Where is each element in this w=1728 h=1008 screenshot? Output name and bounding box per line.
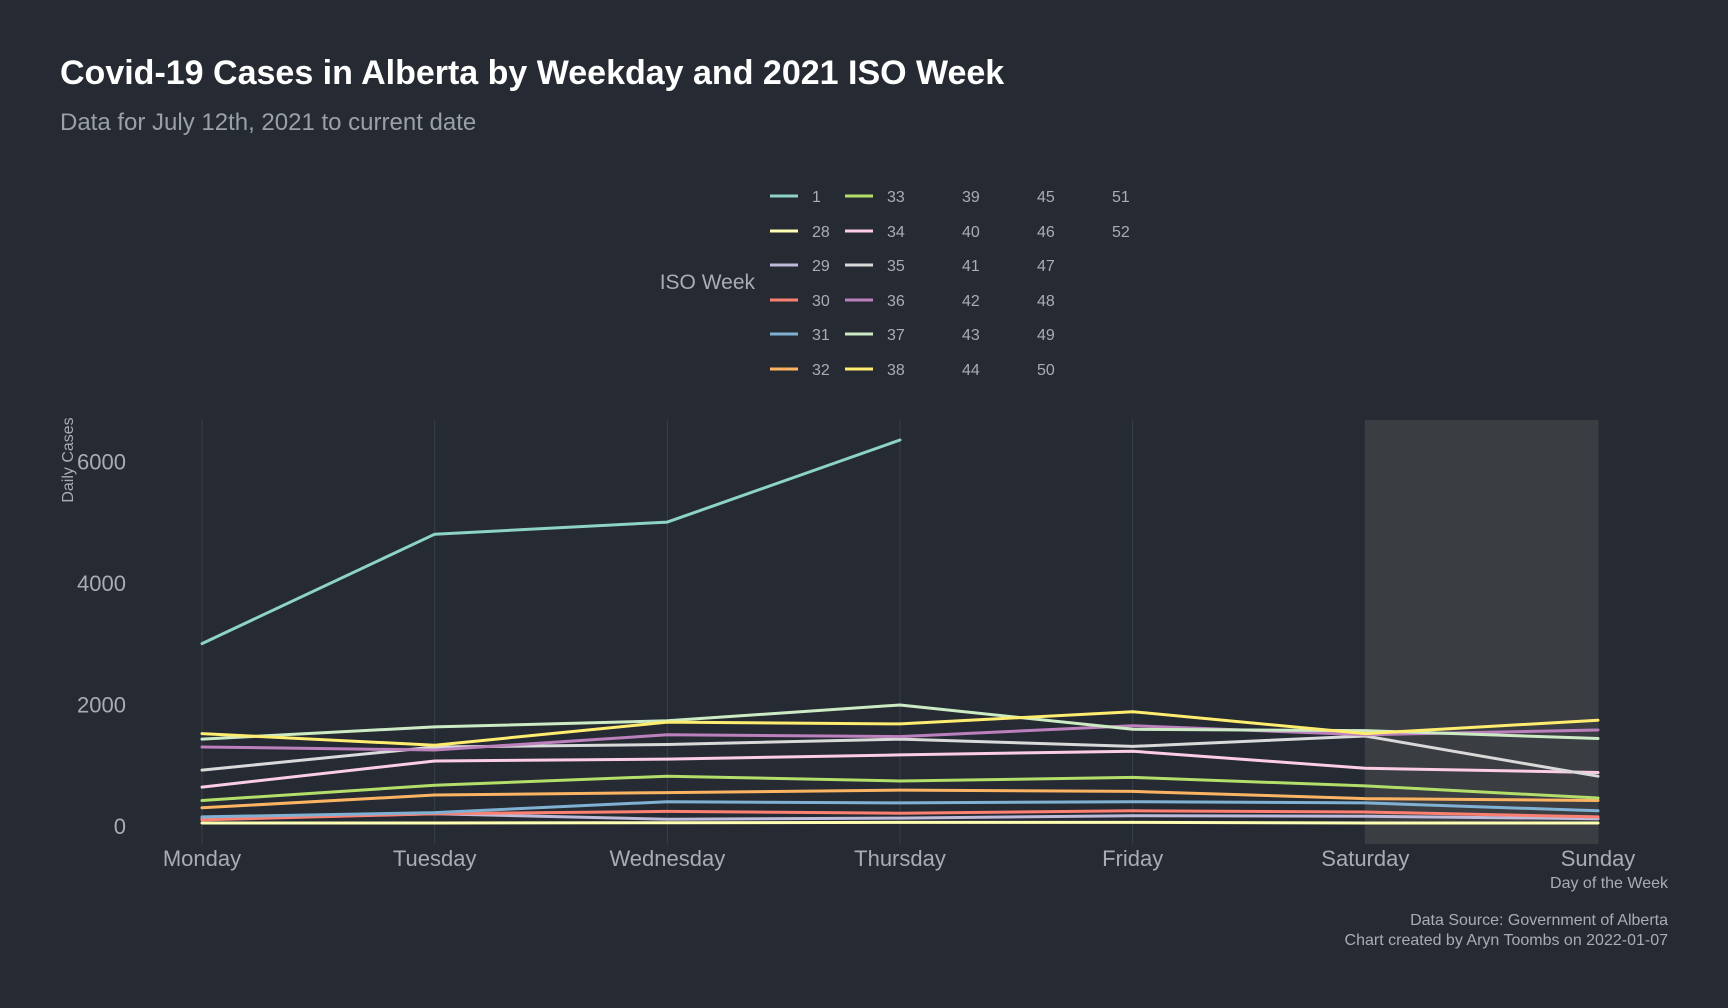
plot-area: 0 2000 4000 6000 Monday Tuesday Wednesday Thurs… bbox=[77, 420, 1635, 871]
series-line-week-33 bbox=[200, 774, 1600, 802]
x-tick-label-sunday: Sunday bbox=[1561, 846, 1636, 871]
series-line-week-1 bbox=[200, 438, 902, 646]
x-tick-label-friday: Friday bbox=[1102, 846, 1163, 871]
x-tick-label-thursday: Thursday bbox=[854, 846, 946, 871]
chart-subtitle: Data for July 12th, 2021 to current date bbox=[60, 109, 476, 136]
x-axis-title: Day of the Week bbox=[1550, 875, 1669, 892]
caption-credit: Chart created by Aryn Toombs on 2022-01-… bbox=[1345, 932, 1669, 949]
legend-label-week-31: 31 bbox=[812, 327, 830, 344]
y-axis-title: Daily Cases bbox=[60, 417, 77, 502]
legend-label-week-52: 52 bbox=[1112, 224, 1130, 241]
legend-label-week-47: 47 bbox=[1037, 258, 1055, 275]
legend-label-week-51: 51 bbox=[1112, 189, 1130, 206]
legend-label-week-40: 40 bbox=[962, 224, 980, 241]
legend-label-week-38: 38 bbox=[887, 362, 905, 379]
series-line-week-37 bbox=[200, 703, 1600, 741]
legend-label-week-35: 35 bbox=[887, 258, 905, 275]
legend-label-week-29: 29 bbox=[812, 258, 830, 275]
weekend-highlight bbox=[1365, 420, 1598, 844]
legend-label-week-48: 48 bbox=[1037, 293, 1055, 310]
legend-label-week-30: 30 bbox=[812, 293, 830, 310]
caption-source: Data Source: Government of Alberta bbox=[1410, 912, 1668, 929]
y-tick-label: 4000 bbox=[77, 571, 126, 596]
legend-label-week-1: 1 bbox=[812, 189, 821, 206]
y-tick-label: 0 bbox=[114, 814, 126, 839]
x-tick-label-monday: Monday bbox=[163, 846, 241, 871]
legend-label-week-49: 49 bbox=[1037, 327, 1055, 344]
legend-label-week-44: 44 bbox=[962, 362, 980, 379]
legend-label-week-32: 32 bbox=[812, 362, 830, 379]
legend-label-week-33: 33 bbox=[887, 189, 905, 206]
chart-title: Covid-19 Cases in Alberta by Weekday and… bbox=[60, 54, 1004, 92]
series-line-week-34 bbox=[200, 749, 1600, 789]
y-tick-label: 6000 bbox=[77, 449, 126, 474]
legend-label-week-42: 42 bbox=[962, 293, 980, 310]
series-line-week-32 bbox=[200, 788, 1600, 810]
series-line-week-38 bbox=[200, 710, 1600, 747]
x-tick-label-wednesday: Wednesday bbox=[609, 846, 725, 871]
x-tick-label-tuesday: Tuesday bbox=[393, 846, 477, 871]
legend: ISO Week 1 28 29 30 31 32 33 34 35 36 37 38 39 40 41 42… bbox=[660, 189, 1130, 379]
legend-label-week-28: 28 bbox=[812, 224, 830, 241]
legend-label-week-37: 37 bbox=[887, 327, 905, 344]
legend-label-week-43: 43 bbox=[962, 327, 980, 344]
legend-label-week-34: 34 bbox=[887, 224, 905, 241]
y-tick-label: 2000 bbox=[77, 692, 126, 717]
legend-label-week-39: 39 bbox=[962, 189, 980, 206]
x-tick-label-saturday: Saturday bbox=[1321, 846, 1409, 871]
legend-label-week-36: 36 bbox=[887, 293, 905, 310]
legend-label-week-46: 46 bbox=[1037, 224, 1055, 241]
series-line-week-31 bbox=[200, 800, 1600, 819]
legend-label-week-45: 45 bbox=[1037, 189, 1055, 206]
legend-label-week-50: 50 bbox=[1037, 362, 1055, 379]
series-line-week-28 bbox=[200, 820, 1600, 825]
legend-label-week-41: 41 bbox=[962, 258, 980, 275]
legend-title: ISO Week bbox=[660, 271, 756, 294]
